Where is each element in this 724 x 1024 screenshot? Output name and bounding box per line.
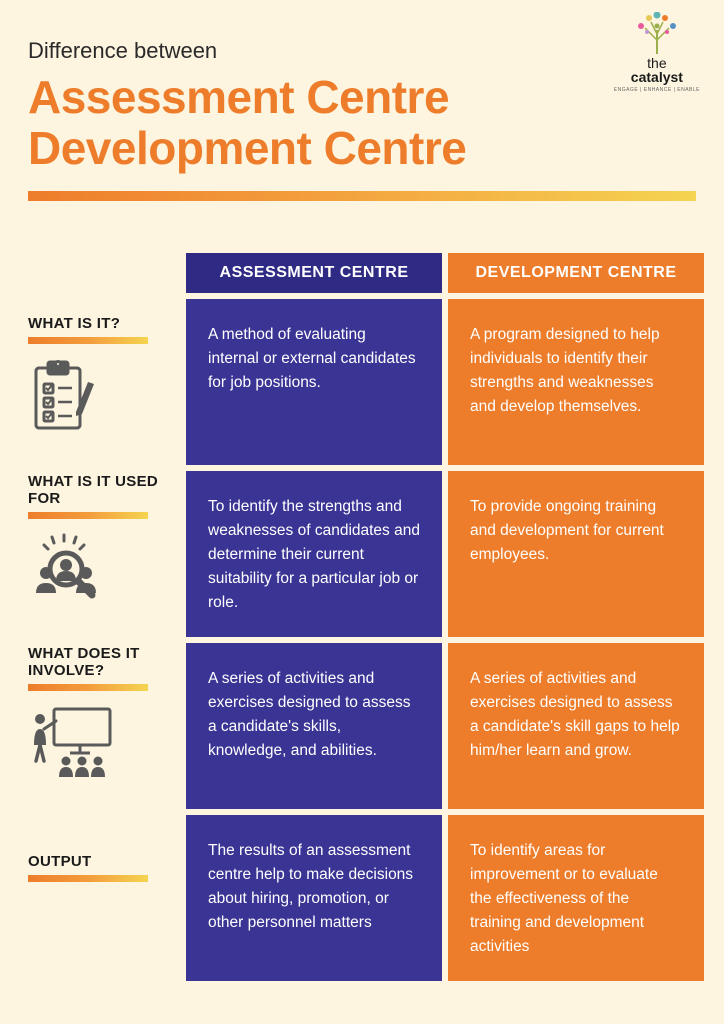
row-label-4: OUTPUT bbox=[28, 769, 186, 941]
title-line-2: Development Centre bbox=[28, 122, 466, 174]
column-header-assessment: ASSESSMENT CENTRE bbox=[186, 253, 442, 293]
logo-tagline: ENGAGE | ENHANCE | ENABLE bbox=[614, 87, 700, 93]
pretitle: Difference between bbox=[28, 38, 696, 64]
content-grid: WHAT IS IT? bbox=[0, 253, 724, 981]
page-title: Assessment Centre Development Centre bbox=[28, 72, 696, 173]
row-label-text: OUTPUT bbox=[28, 853, 186, 870]
title-line-1: Assessment Centre bbox=[28, 71, 449, 123]
label-underline bbox=[28, 337, 148, 344]
cell-b-3: A series of activities and exercises des… bbox=[448, 643, 704, 809]
cell-a-4: The results of an assessment centre help… bbox=[186, 815, 442, 981]
row-labels-column: WHAT IS IT? bbox=[0, 253, 186, 981]
development-column: DEVELOPMENT CENTRE A program designed to… bbox=[448, 253, 704, 981]
assessment-column: ASSESSMENT CENTRE A method of evaluating… bbox=[186, 253, 442, 981]
row-label-text: WHAT IS IT USED FOR bbox=[28, 473, 186, 507]
logo: thecatalyst ENGAGE | ENHANCE | ENABLE bbox=[614, 12, 700, 93]
row-label-2: WHAT IS IT USED FOR bbox=[28, 425, 186, 597]
cell-b-4: To identify areas for improvement or to … bbox=[448, 815, 704, 981]
cell-a-3: A series of activities and exercises des… bbox=[186, 643, 442, 809]
label-underline bbox=[28, 684, 148, 691]
row-label-text: WHAT DOES IT INVOLVE? bbox=[28, 645, 186, 679]
row-label-3: WHAT DOES IT INVOLVE? bbox=[28, 597, 186, 769]
row-label-1: WHAT IS IT? bbox=[28, 253, 186, 425]
logo-text: thecatalyst bbox=[614, 56, 700, 84]
row-label-text: WHAT IS IT? bbox=[28, 315, 186, 332]
header: thecatalyst ENGAGE | ENHANCE | ENABLE Di… bbox=[0, 0, 724, 201]
label-underline bbox=[28, 875, 148, 882]
cell-a-1: A method of evaluating internal or exter… bbox=[186, 299, 442, 465]
label-underline bbox=[28, 512, 148, 519]
comparison-columns: ASSESSMENT CENTRE A method of evaluating… bbox=[186, 253, 704, 981]
cell-b-1: A program designed to help individuals t… bbox=[448, 299, 704, 465]
logo-tree-icon bbox=[627, 12, 687, 54]
cell-b-2: To provide ongoing training and developm… bbox=[448, 471, 704, 637]
cell-a-2: To identify the strengths and weaknesses… bbox=[186, 471, 442, 637]
title-underline bbox=[28, 191, 696, 201]
column-header-development: DEVELOPMENT CENTRE bbox=[448, 253, 704, 293]
